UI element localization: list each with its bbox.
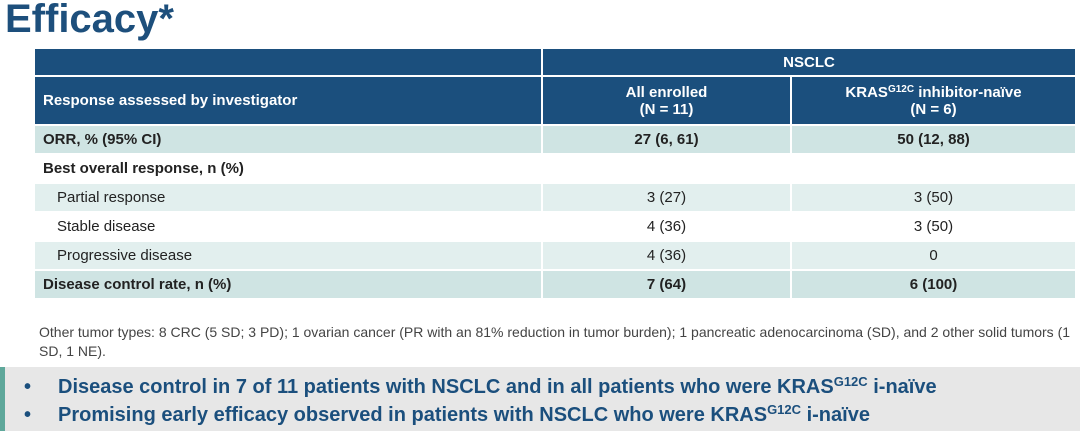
column-n: (N = 11)	[639, 100, 694, 118]
table-row: Stable disease 4 (36) 3 (50)	[33, 211, 1078, 242]
column-n: (N = 6)	[910, 100, 957, 118]
bullet: • Disease control in 7 of 11 patients wit…	[24, 374, 937, 398]
footnote: Other tumor types: 8 CRC (5 SD; 3 PD); 1…	[39, 324, 1071, 359]
superscript: G12C	[833, 374, 868, 389]
superscript: G12C	[767, 402, 802, 417]
row-label: ORR, % (95% CI)	[33, 124, 543, 155]
row-label: Disease control rate, n (%)	[33, 269, 543, 300]
accent-bar	[0, 367, 5, 431]
section-label: Best overall response, n (%)	[32, 153, 1078, 184]
group-header: NSCLC	[540, 47, 1078, 77]
table-row: ORR, % (95% CI) 27 (6, 61) 50 (12, 88)	[33, 124, 1078, 155]
bullet-text-rest: i-naïve	[867, 376, 937, 398]
row-label: Stable disease	[33, 211, 543, 242]
header-row: Response assessed by investigator All en…	[33, 75, 1078, 126]
superscript: G12C	[887, 83, 915, 95]
cell: 3 (27)	[541, 182, 792, 213]
efficacy-table: NSCLC Response assessed by investigator …	[32, 47, 1078, 300]
row-label: Progressive disease	[33, 240, 543, 271]
table-row: Best overall response, n (%)	[32, 153, 1078, 184]
bullet-text: Disease control in 7 of 11 patients with…	[58, 376, 834, 398]
cell: 6 (100)	[789, 269, 1078, 300]
cell: 4 (36)	[541, 211, 792, 242]
row-label: Partial response	[33, 182, 543, 213]
cell: 50 (12, 88)	[789, 124, 1078, 155]
cell: 7 (64)	[541, 269, 792, 300]
table-row: Disease control rate, n (%) 7 (64) 6 (10…	[33, 269, 1078, 300]
cell: 4 (36)	[541, 240, 792, 271]
bullet-text: Promising early efficacy observed in pat…	[58, 404, 768, 426]
cell: 27 (6, 61)	[541, 124, 792, 155]
column-title: All enrolled	[625, 83, 708, 101]
column-header: All enrolled (N = 11)	[541, 75, 792, 126]
header-row: NSCLC	[33, 47, 1078, 77]
cell: 3 (50)	[789, 182, 1078, 213]
bullet-text-rest: i-naïve	[801, 404, 870, 426]
bullet: • Promising early efficacy observed in pa…	[24, 402, 870, 426]
takeaway-banner: • Disease control in 7 of 11 patients wit…	[0, 367, 1080, 431]
column-title-rest: inhibitor-naïve	[914, 83, 1022, 101]
table-row: Partial response 3 (27) 3 (50)	[33, 182, 1078, 213]
cell: 0	[789, 240, 1078, 271]
slide-title: Efficacy*	[5, 0, 174, 41]
column-title: KRAS	[845, 83, 888, 101]
table-row: Progressive disease 4 (36) 0	[33, 240, 1078, 271]
cell: 3 (50)	[789, 211, 1078, 242]
header-label: Response assessed by investigator	[33, 75, 543, 126]
header-cell	[33, 47, 543, 77]
column-header: KRASG12C inhibitor-naïve (N = 6)	[789, 75, 1078, 126]
